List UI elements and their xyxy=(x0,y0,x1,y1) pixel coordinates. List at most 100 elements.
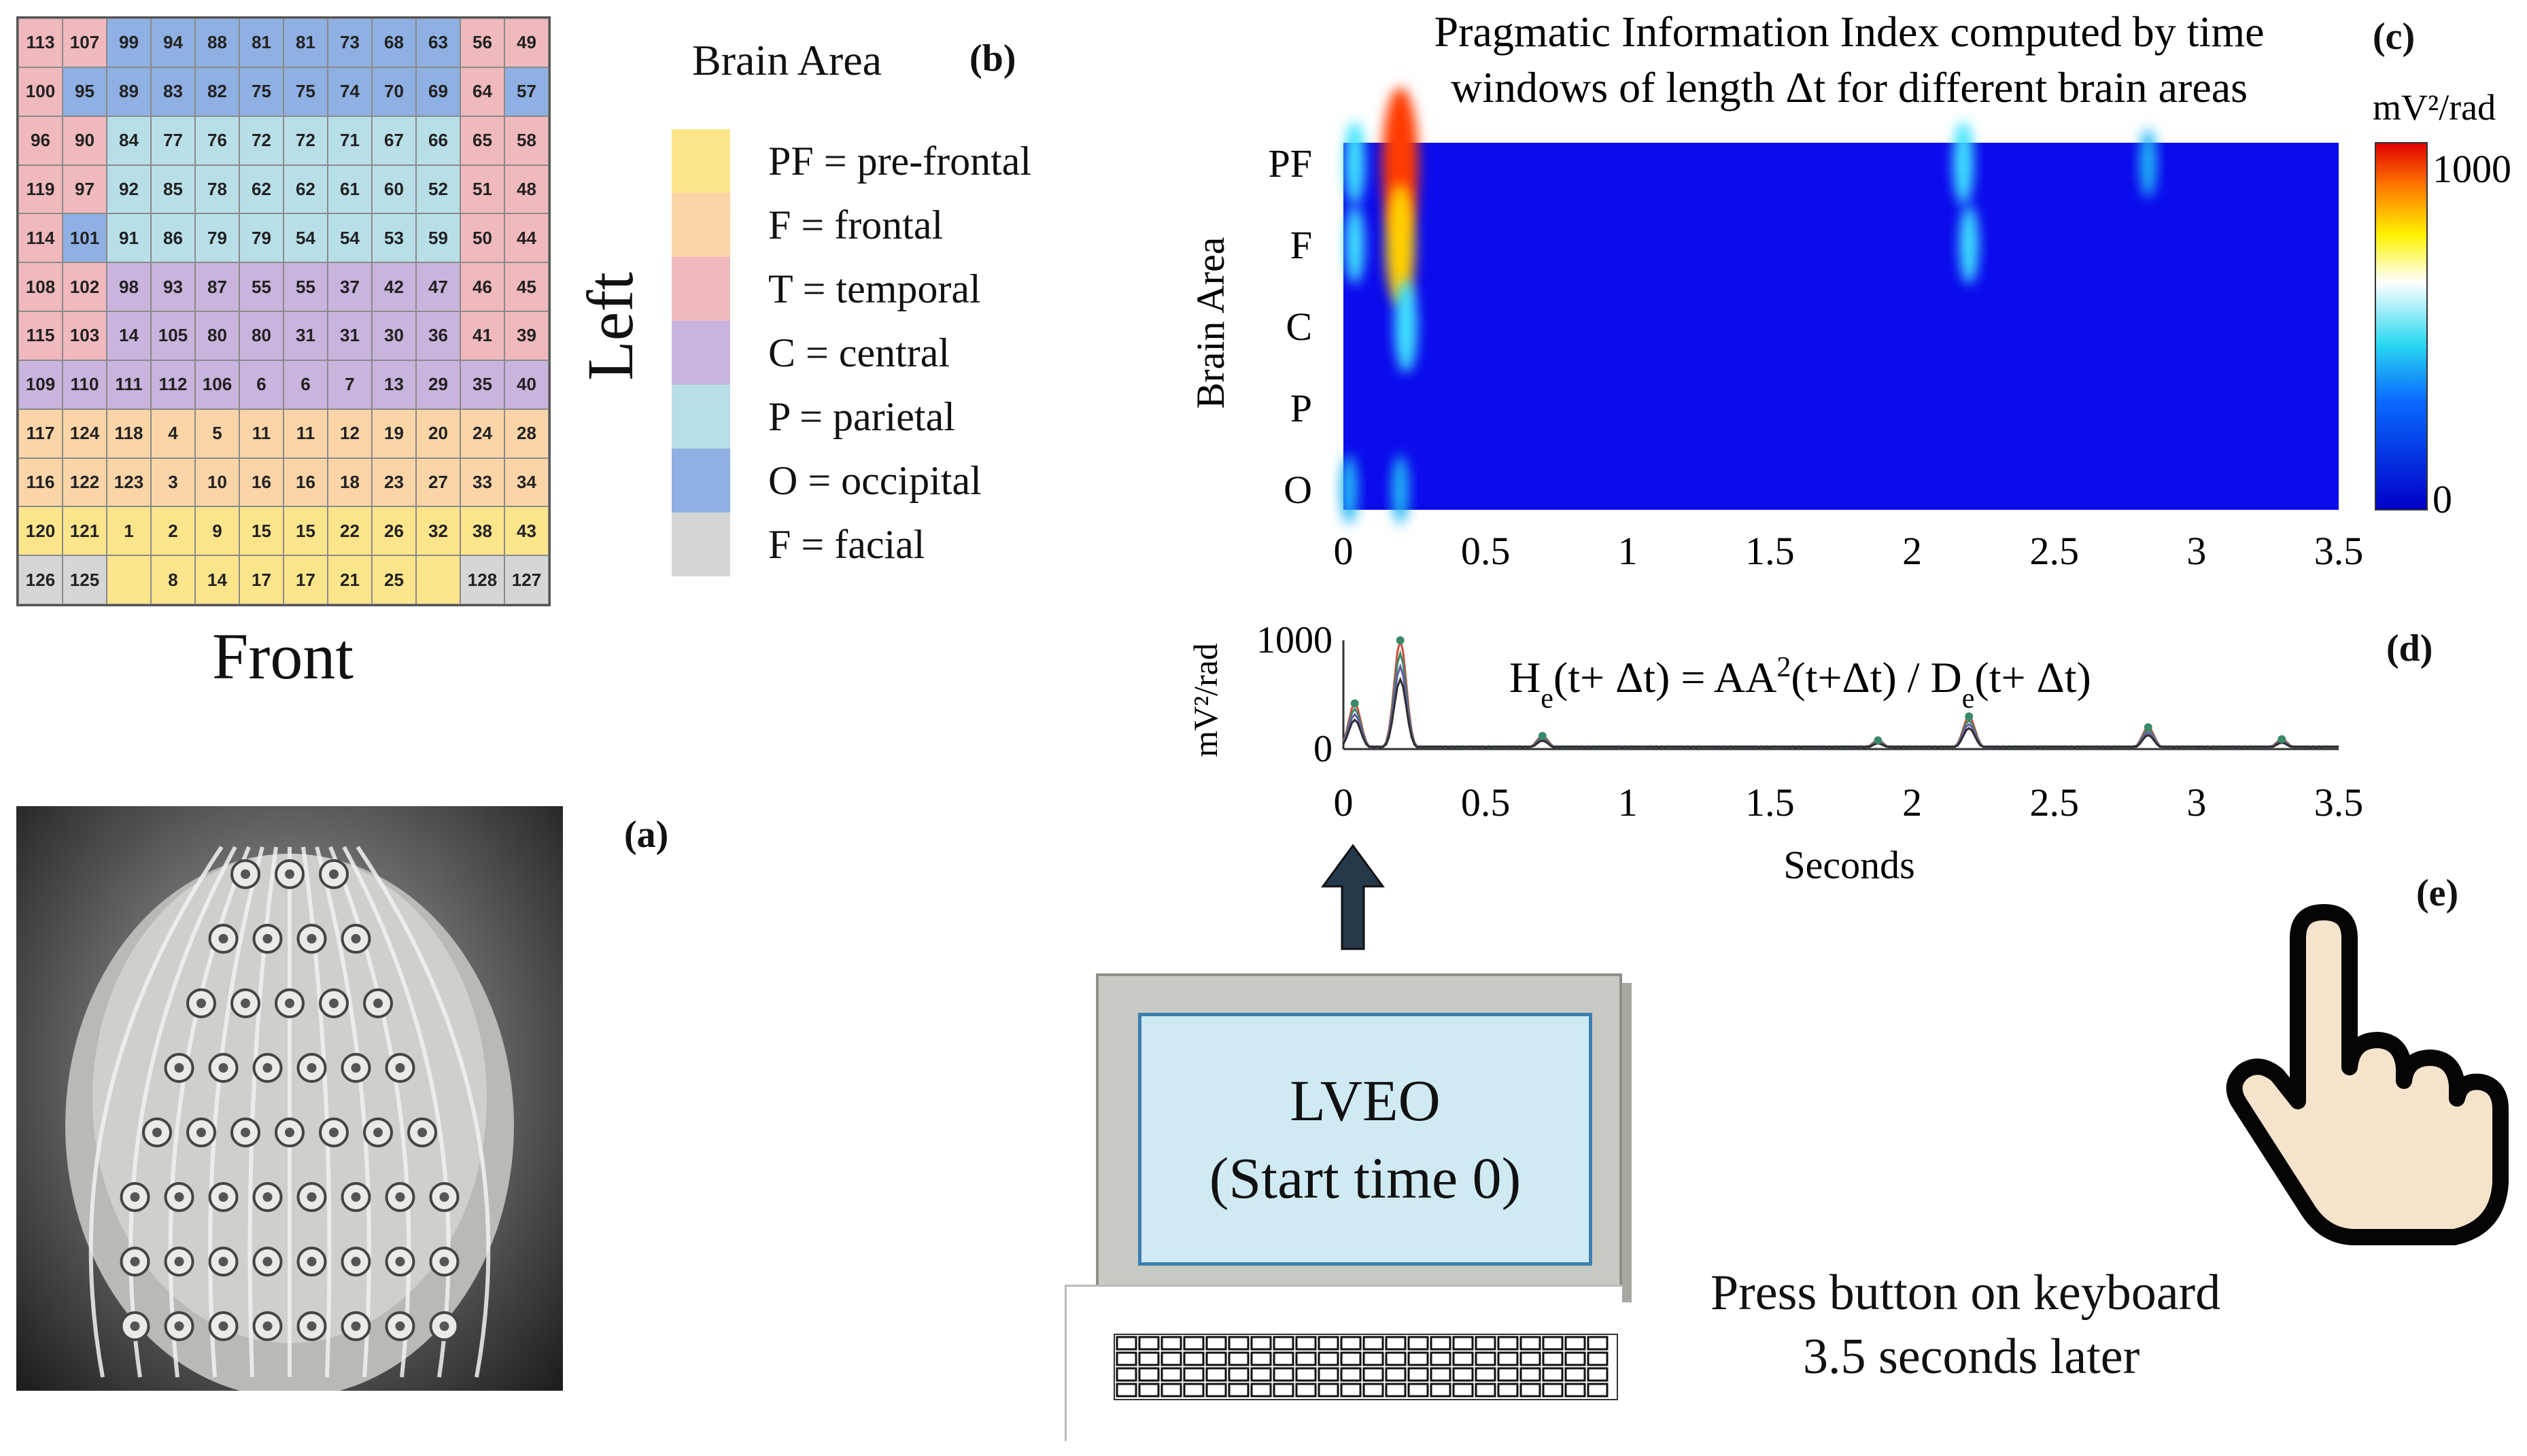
keyboard-key xyxy=(1497,1367,1519,1382)
legend-label: PF = pre-frontal xyxy=(768,138,1032,184)
electrode-cell: 83 xyxy=(151,67,195,116)
keyboard-key xyxy=(1430,1383,1451,1398)
line-series xyxy=(1342,636,2339,749)
keyboard-key xyxy=(1385,1336,1407,1351)
electrode-cell: 74 xyxy=(328,67,372,116)
panel-label-e: (e) xyxy=(2416,872,2459,914)
electrode-cell: 67 xyxy=(372,116,416,165)
electrode-cell: 15 xyxy=(283,506,328,556)
electrode-cell: 8 xyxy=(151,555,195,604)
keyboard-key xyxy=(1116,1367,1137,1382)
electrode-cell: 78 xyxy=(195,164,239,214)
heatmap-hotspot xyxy=(1344,121,1365,205)
electrode-cell: 72 xyxy=(239,116,283,165)
line-peak-marker xyxy=(1965,712,1974,721)
keyboard-key xyxy=(1564,1336,1586,1351)
electrode-cell: 102 xyxy=(63,262,107,311)
keyboard-key xyxy=(1205,1383,1227,1398)
electrode-cell: 108 xyxy=(18,262,63,311)
keyboard-key xyxy=(1475,1351,1496,1366)
electrode-cell: 98 xyxy=(107,262,151,311)
line-xlabel: Seconds xyxy=(1783,843,1914,887)
keyboard-key xyxy=(1273,1351,1294,1366)
electrode-cell: 45 xyxy=(504,262,549,311)
keyboard-key xyxy=(1385,1383,1407,1398)
electrode-cell: 85 xyxy=(151,164,195,214)
electrode-cell: 58 xyxy=(504,116,549,165)
heatmap-y-tick: C xyxy=(1286,305,1312,349)
electrode-cell: 100 xyxy=(18,67,63,116)
electrode-cell: 25 xyxy=(372,555,416,604)
legend-swatch xyxy=(672,513,730,576)
electrode-cell: 12 xyxy=(328,409,372,458)
panel-label-a: (a) xyxy=(624,814,669,856)
electrode-cell: 91 xyxy=(107,213,151,263)
electrode-cell: 86 xyxy=(151,213,195,263)
electrode-cell: 32 xyxy=(416,506,460,556)
electrode-cell: 6 xyxy=(283,360,328,409)
heatmap-y-tick: F xyxy=(1290,223,1312,267)
electrode-cell: 68 xyxy=(372,18,416,67)
keyboard-key xyxy=(1138,1383,1160,1398)
line-x-tick: 0.5 xyxy=(1461,780,1511,825)
electrode-cell: 51 xyxy=(460,164,504,214)
electrode-cell: 43 xyxy=(504,506,549,556)
keyboard-key xyxy=(1407,1351,1429,1366)
electrode-cell: 46 xyxy=(460,262,504,311)
heatmap-hotspot xyxy=(1340,455,1358,524)
electrode-cell: 23 xyxy=(372,457,416,507)
line-x-tick: 2 xyxy=(1902,780,1922,825)
electrode-cell: 95 xyxy=(63,67,107,116)
grid-side-label: Left xyxy=(574,272,647,381)
electrode-cell: 69 xyxy=(416,67,460,116)
electrode-cell: 126 xyxy=(18,555,63,604)
electrode-cell: 62 xyxy=(239,164,283,214)
eeg-head-photo xyxy=(16,806,563,1391)
heatmap-title-line1: Pragmatic Information Index computed by … xyxy=(1434,7,2265,56)
keyboard-key xyxy=(1228,1336,1250,1351)
electrode-cell: 55 xyxy=(283,262,328,311)
electrode-cell: 121 xyxy=(63,506,107,556)
keyboard-key xyxy=(1542,1367,1564,1382)
keyboard-key xyxy=(1161,1383,1182,1398)
keyboard-key xyxy=(1587,1351,1609,1366)
keyboard-key xyxy=(1340,1351,1362,1366)
electrode-cell: 77 xyxy=(151,116,195,165)
electrode-cell: 123 xyxy=(107,457,151,507)
line-x-tick: 1.5 xyxy=(1745,780,1795,825)
electrode-cell: 31 xyxy=(328,311,372,360)
electrode-cell: 118 xyxy=(107,409,151,458)
legend-item: F = facial xyxy=(672,513,925,576)
press-instruction-line2: 3.5 seconds later xyxy=(1803,1329,2140,1385)
keyboard-key xyxy=(1497,1383,1519,1398)
electrode-cell: 54 xyxy=(283,213,328,263)
keyboard-key xyxy=(1430,1351,1451,1366)
heatmap-x-tick: 3 xyxy=(2186,529,2206,573)
electrode-cell: 75 xyxy=(239,67,283,116)
keyboard-key xyxy=(1564,1383,1586,1398)
electrode-cell: 101 xyxy=(63,213,107,263)
legend-label: F = frontal xyxy=(768,202,944,247)
electrode-cell: 115 xyxy=(18,311,63,360)
heatmap-x-tick: 1.5 xyxy=(1745,529,1795,573)
keyboard-key xyxy=(1295,1336,1317,1351)
electrode-cell: 1 xyxy=(107,506,151,556)
legend-item: T = temporal xyxy=(672,257,981,321)
electrode-cell: 30 xyxy=(372,311,416,360)
electrode-cell: 90 xyxy=(63,116,107,165)
electrode-cell: 64 xyxy=(460,67,504,116)
electrode-cell: 5 xyxy=(195,409,239,458)
electrode-cell: 10 xyxy=(195,457,239,507)
heatmap-x-tick: 1 xyxy=(1618,529,1638,573)
electrode-cell: 29 xyxy=(416,360,460,409)
keyboard-key xyxy=(1228,1367,1250,1382)
electrode-cell: 81 xyxy=(239,18,283,67)
heatmap-x-tick: 2 xyxy=(1902,529,1922,573)
electrode-cell: 80 xyxy=(195,311,239,360)
electrode-cell: 24 xyxy=(460,409,504,458)
keyboard-key xyxy=(1475,1336,1496,1351)
keyboard-key xyxy=(1273,1336,1294,1351)
electrode-cell: 127 xyxy=(504,555,549,604)
electrode-cell: 92 xyxy=(107,164,151,214)
line-peak-marker xyxy=(1874,736,1883,745)
